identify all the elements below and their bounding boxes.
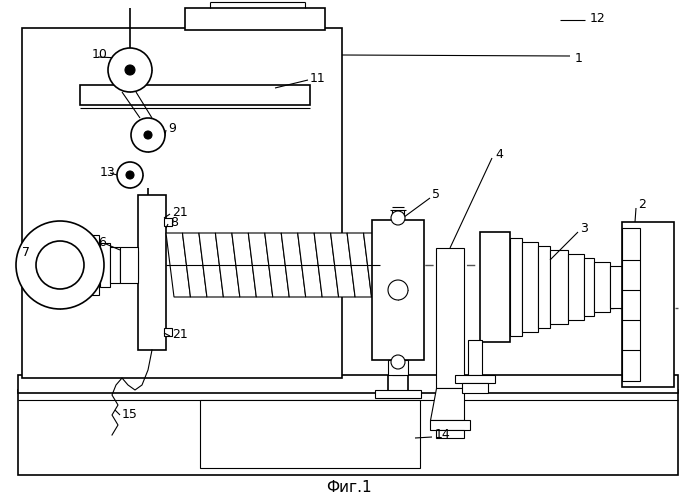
Circle shape [144,131,152,139]
Text: 13: 13 [100,166,116,178]
Text: 5: 5 [432,188,440,202]
Circle shape [36,241,84,289]
Bar [584,258,594,316]
Text: 15: 15 [122,408,138,422]
Circle shape [16,221,104,309]
Text: 11: 11 [310,72,326,85]
Text: Фиг.1: Фиг.1 [326,480,372,496]
Polygon shape [199,233,223,297]
Bar [522,242,538,332]
Bar [80,85,310,105]
Polygon shape [265,233,289,297]
Text: 1: 1 [575,52,583,64]
Bar [430,420,470,430]
Polygon shape [331,233,355,297]
Bar [388,360,408,375]
Bar [594,262,610,312]
Circle shape [117,162,143,188]
Text: 7: 7 [22,246,30,258]
Bar [200,400,420,468]
Bar [120,251,138,279]
Text: 3: 3 [580,222,588,234]
Text: 2: 2 [638,198,646,211]
Text: 12: 12 [590,12,606,24]
Polygon shape [166,233,191,297]
Bar [185,8,325,30]
Bar [568,254,584,320]
Bar [375,390,421,398]
Text: 21: 21 [172,328,188,342]
Text: 14: 14 [435,428,451,442]
Text: 4: 4 [495,148,503,162]
Text: 8: 8 [170,216,178,228]
Circle shape [108,48,152,92]
Circle shape [126,171,134,179]
Polygon shape [364,233,388,297]
Polygon shape [248,233,273,297]
Text: 9: 9 [168,122,176,134]
Circle shape [391,355,405,369]
Circle shape [125,65,135,75]
Polygon shape [430,388,464,420]
Bar [436,430,464,438]
Bar [436,248,464,388]
Bar [622,228,640,381]
Bar [462,383,488,393]
Polygon shape [232,233,256,297]
Bar [18,390,678,475]
Polygon shape [347,233,371,297]
Bar [22,28,342,378]
Text: 21: 21 [172,206,188,218]
Circle shape [388,280,408,300]
Bar [164,328,172,336]
Circle shape [131,118,165,152]
Bar [622,222,674,387]
Bar [480,232,510,342]
Bar [164,218,172,226]
Text: 10: 10 [92,48,108,62]
Bar [538,246,550,328]
Bar [120,247,138,283]
Polygon shape [281,233,306,297]
Text: 6: 6 [98,236,106,248]
Bar [110,247,120,283]
Bar [372,220,424,360]
Bar [468,340,482,375]
Polygon shape [297,233,322,297]
Bar [550,250,568,324]
Polygon shape [216,233,240,297]
Bar [85,235,99,295]
Bar [138,195,166,350]
Bar [100,243,110,287]
Circle shape [391,211,405,225]
Bar [510,238,522,336]
Bar [18,375,678,393]
Polygon shape [182,233,207,297]
Polygon shape [314,233,339,297]
Bar [455,375,495,383]
Bar [610,266,624,308]
